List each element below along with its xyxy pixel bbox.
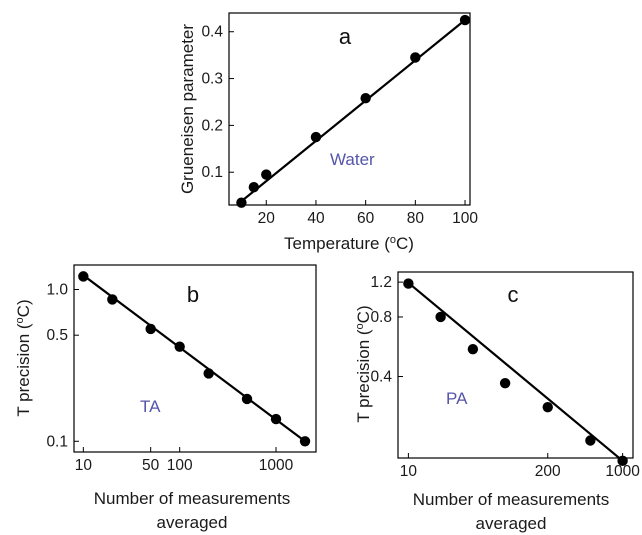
panel-b-label: b [187, 282, 199, 307]
panel-b-data-point [78, 271, 89, 282]
panel-a-data-point [459, 14, 471, 26]
panel-a-annotation: Water [330, 150, 375, 169]
panel-a-data-point [310, 131, 322, 143]
panel-c-ytick-label: 0.4 [370, 369, 392, 386]
panel-a-fit-line [240, 19, 466, 203]
panel-c-xlabel-line2: averaged [476, 514, 547, 533]
panel-b-data-point [299, 436, 311, 447]
panel-c-data-point [403, 278, 414, 289]
panel-c-fit-line [407, 281, 624, 462]
panel-a-data-point [236, 197, 247, 208]
panel-b-ytick-label: 0.1 [46, 433, 68, 450]
panel-c-label: c [508, 282, 519, 307]
panel-a-ytick-label: 0.3 [201, 71, 223, 88]
panel-b-fit-line [82, 274, 306, 443]
panel-c-xtick-label: 1000 [605, 463, 640, 480]
panel-b-data-point [174, 341, 185, 352]
panel-b-ytick-label: 0.5 [46, 327, 68, 344]
panel-a-data-point [410, 52, 421, 63]
panel-b-data-point [203, 368, 214, 379]
panel-a-label: a [339, 24, 352, 49]
panel-b-data-point [145, 323, 156, 335]
panel-c-ytick-label: 0.8 [370, 309, 392, 326]
panel-c-ytick-label: 1.2 [370, 274, 392, 291]
panel-a-data-point [261, 169, 272, 180]
chart-panel-c: c PA Number of measurements averaged T p… [354, 271, 640, 533]
chart-panel-b: b TA Number of measurements averaged T p… [14, 264, 317, 532]
panel-a-ytick-label: 0.4 [201, 24, 223, 41]
panel-c-data-point [585, 435, 596, 446]
panel-c-xlabel-line1: Number of measurements [413, 490, 610, 509]
chart-panel-a: a Water Temperature (oC) Grueneisen para… [178, 12, 478, 253]
panel-c-data-point [467, 343, 479, 355]
panel-b-xlabel-line1: Number of measurements [94, 489, 291, 508]
panel-c-xtick-label: 10 [400, 463, 418, 480]
panel-a-xtick-label: 40 [307, 210, 325, 227]
panel-b-xlabel-line2: averaged [157, 513, 228, 532]
panel-b-data-point [241, 393, 253, 405]
panel-a-data-point [360, 93, 371, 104]
panel-a-xlabel: Temperature (oC) [284, 234, 414, 253]
panel-a-xtick-label: 60 [357, 210, 375, 227]
panel-b-ylabel: T precision (oC) [14, 299, 33, 416]
panel-a-xtick-label: 20 [258, 210, 276, 227]
panel-b-data-point [270, 413, 282, 425]
panel-a-xtick-label: 80 [407, 210, 425, 227]
panel-b-xtick-label: 50 [142, 457, 160, 474]
panel-c-xtick-label: 200 [535, 463, 561, 480]
panel-b-xtick-label: 100 [167, 457, 193, 474]
panel-c-ylabel: T precision (oC) [354, 305, 373, 422]
panel-a-ytick-label: 0.1 [201, 164, 223, 181]
panel-b-ytick-label: 1.0 [46, 281, 68, 298]
panel-c-data-point [542, 401, 553, 413]
panel-c-annotation: PA [446, 389, 468, 408]
panel-a-ylabel: Grueneisen parameter [178, 24, 197, 194]
panel-b-xtick-label: 10 [75, 457, 93, 474]
panel-a-xtick-label: 100 [452, 210, 478, 227]
panel-c-data-point [499, 378, 511, 389]
panel-c-data-point [435, 311, 446, 323]
panel-b-data-point [107, 294, 118, 305]
panel-a-ytick-label: 0.2 [201, 117, 223, 134]
panel-b-annotation: TA [140, 397, 161, 416]
panel-a-data-point [248, 182, 260, 193]
panel-c-data-point [617, 455, 628, 467]
panel-b-xtick-label: 1000 [259, 457, 294, 474]
